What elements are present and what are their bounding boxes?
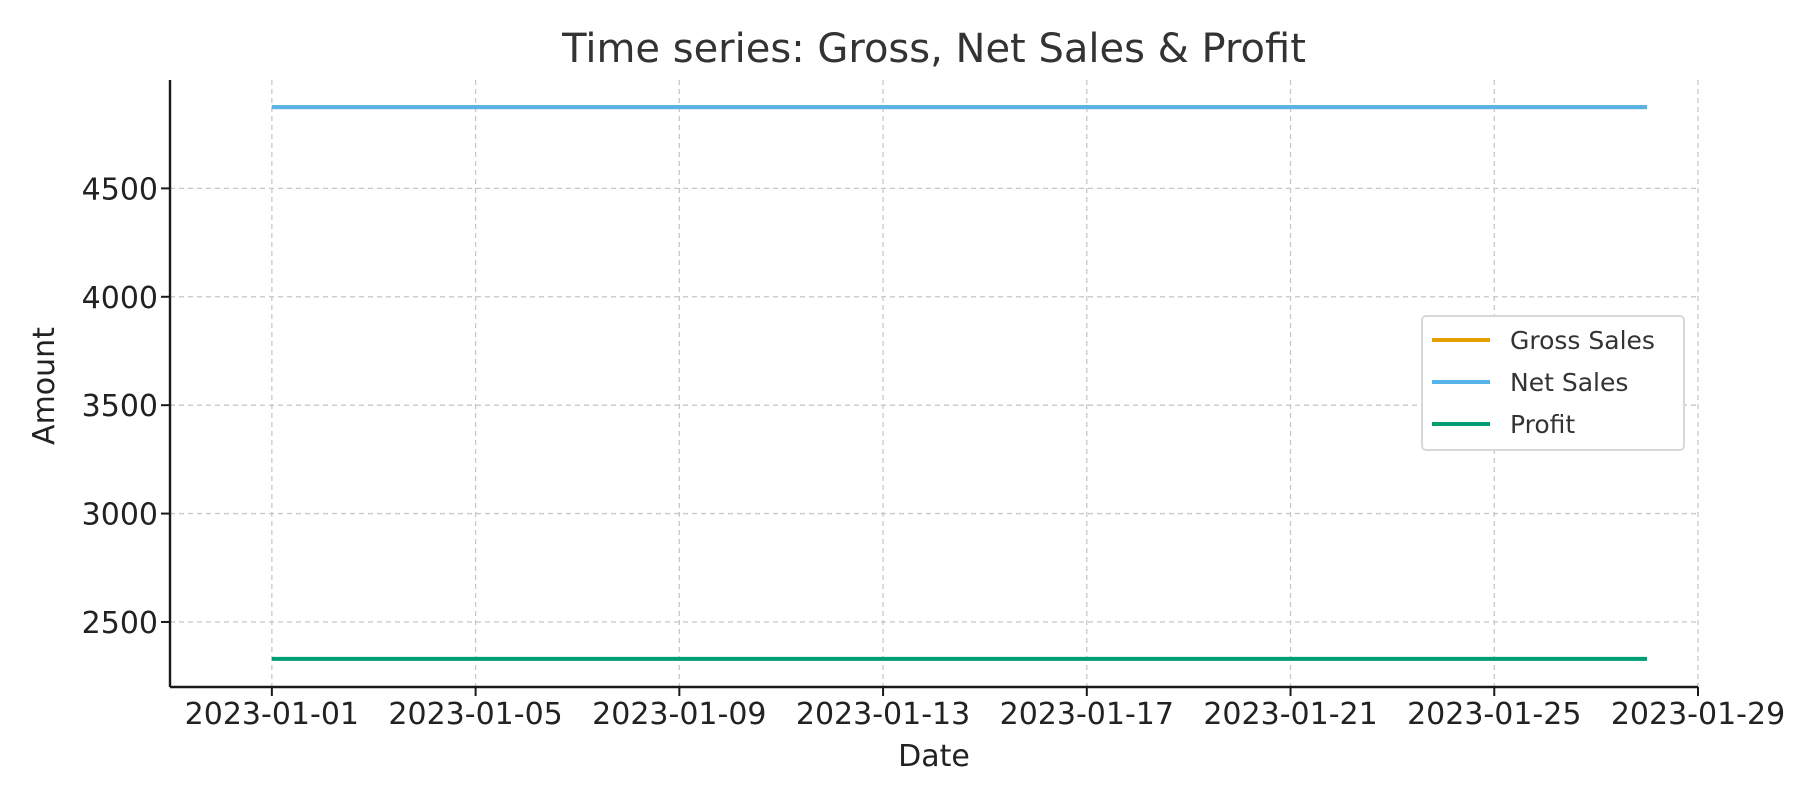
y-tick-label: 3000: [82, 498, 158, 533]
x-tick-label: 2023-01-13: [796, 697, 970, 732]
x-tick-label: 2023-01-21: [1203, 697, 1377, 732]
x-tick-label: 2023-01-01: [185, 697, 359, 732]
legend-label-gross-sales: Gross Sales: [1510, 326, 1655, 355]
y-tick-label: 4000: [82, 281, 158, 316]
x-tick-label: 2023-01-09: [592, 697, 766, 732]
chart-title: Time series: Gross, Net Sales & Profit: [561, 26, 1306, 72]
axes: [161, 80, 1699, 696]
y-tick-label: 3500: [82, 389, 158, 424]
legend: Gross Sales Net Sales Profit: [1421, 315, 1685, 451]
x-tick-label: 2023-01-17: [1000, 697, 1174, 732]
grid: [170, 80, 1699, 687]
y-axis-label: Amount: [27, 327, 62, 445]
legend-box: [1421, 315, 1685, 451]
legend-label-net-sales: Net Sales: [1510, 368, 1628, 397]
x-tick-label: 2023-01-25: [1407, 697, 1581, 732]
y-tick-label: 4500: [82, 172, 158, 207]
x-tick-label: 2023-01-29: [1611, 697, 1785, 732]
tick-labels: 2023-01-01 2023-01-05 2023-01-09 2023-01-13…: [82, 172, 1786, 732]
legend-label-profit: Profit: [1510, 410, 1575, 439]
x-axis-label: Date: [898, 739, 970, 774]
x-tick-label: 2023-01-05: [388, 697, 562, 732]
series-lines: [271, 105, 1648, 661]
y-tick-label: 2500: [82, 606, 158, 641]
